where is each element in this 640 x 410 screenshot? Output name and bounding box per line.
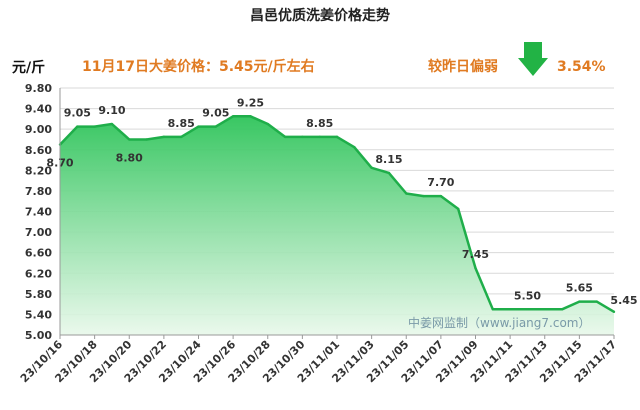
data-point <box>301 135 304 139</box>
y-tick-label: 5.80 <box>25 288 52 301</box>
data-label: 5.45 <box>610 294 637 307</box>
data-point <box>387 171 391 175</box>
data-point <box>93 125 96 128</box>
data-point <box>318 135 321 139</box>
y-tick-label: 7.80 <box>25 185 52 198</box>
data-point <box>595 300 598 303</box>
down-arrow-icon <box>518 42 548 76</box>
y-tick-label: 5.40 <box>25 308 52 321</box>
data-point <box>405 192 408 195</box>
data-point <box>179 135 183 139</box>
data-point <box>526 308 529 311</box>
y-tick-label: 8.60 <box>25 144 52 157</box>
data-point <box>474 266 477 270</box>
data-point <box>162 135 166 139</box>
data-point <box>283 135 287 139</box>
chart-title: 昌邑优质洗姜价格走势 <box>250 7 390 24</box>
data-point <box>578 300 581 303</box>
data-point <box>145 138 148 141</box>
data-label: 8.15 <box>375 153 402 166</box>
data-label: 8.85 <box>168 117 195 130</box>
data-point <box>335 135 339 139</box>
y-tick-label: 6.60 <box>25 247 52 260</box>
data-label: 8.85 <box>306 117 333 130</box>
watermark: 中姜网监制（www.jiang7.com） <box>408 315 590 330</box>
data-point <box>353 145 356 149</box>
y-tick-label: 6.20 <box>25 267 52 280</box>
data-point <box>612 310 616 314</box>
data-point <box>214 125 218 128</box>
data-point <box>543 308 546 311</box>
data-label: 9.05 <box>64 107 91 120</box>
data-point <box>508 308 512 311</box>
data-point <box>266 122 269 126</box>
x-axis-ticks: 23/10/1623/10/1823/10/2023/10/2223/10/24… <box>18 335 619 385</box>
y-tick-label: 5.00 <box>25 329 52 342</box>
data-point <box>249 115 252 118</box>
y-tick-label: 8.20 <box>25 164 52 177</box>
data-point <box>76 125 79 128</box>
data-point <box>231 115 235 118</box>
y-axis-ticks: 5.00 5.40 5.80 6.20 6.60 7.00 7.40 7.80 8.20 8.60… <box>25 82 52 342</box>
data-labels: 8.709.05 9.108.808.859.059.258.858.157.70… <box>46 96 637 307</box>
y-tick-label: 7.00 <box>25 226 52 239</box>
y-tick-label: 9.00 <box>25 123 52 136</box>
price-area <box>60 116 614 335</box>
data-label: 5.65 <box>566 282 593 295</box>
data-label: 7.45 <box>462 248 489 261</box>
data-point <box>110 122 114 126</box>
data-label: 9.10 <box>98 104 125 117</box>
change-text: 较昨日偏弱 <box>428 58 498 75</box>
data-point <box>491 308 495 311</box>
change-percent: 3.54% <box>557 59 606 75</box>
data-label: 9.25 <box>237 96 264 109</box>
data-points <box>58 115 616 314</box>
data-label: 8.80 <box>116 151 143 164</box>
price-info-text: 11月17日大姜价格：5.45元/斤左右 <box>82 58 315 75</box>
data-point <box>128 138 131 141</box>
data-point <box>422 194 425 198</box>
y-tick-label: 9.80 <box>25 82 52 95</box>
data-label: 7.70 <box>427 176 454 189</box>
data-point <box>456 207 460 211</box>
data-label: 5.50 <box>514 289 541 302</box>
data-point <box>560 308 564 311</box>
y-tick-label: 9.40 <box>25 103 52 116</box>
data-label: 9.05 <box>202 107 229 120</box>
data-point <box>370 166 373 169</box>
y-tick-label: 7.40 <box>25 206 52 219</box>
data-point <box>197 125 200 128</box>
data-point <box>439 194 443 198</box>
y-unit-label: 元/斤 <box>12 59 45 76</box>
